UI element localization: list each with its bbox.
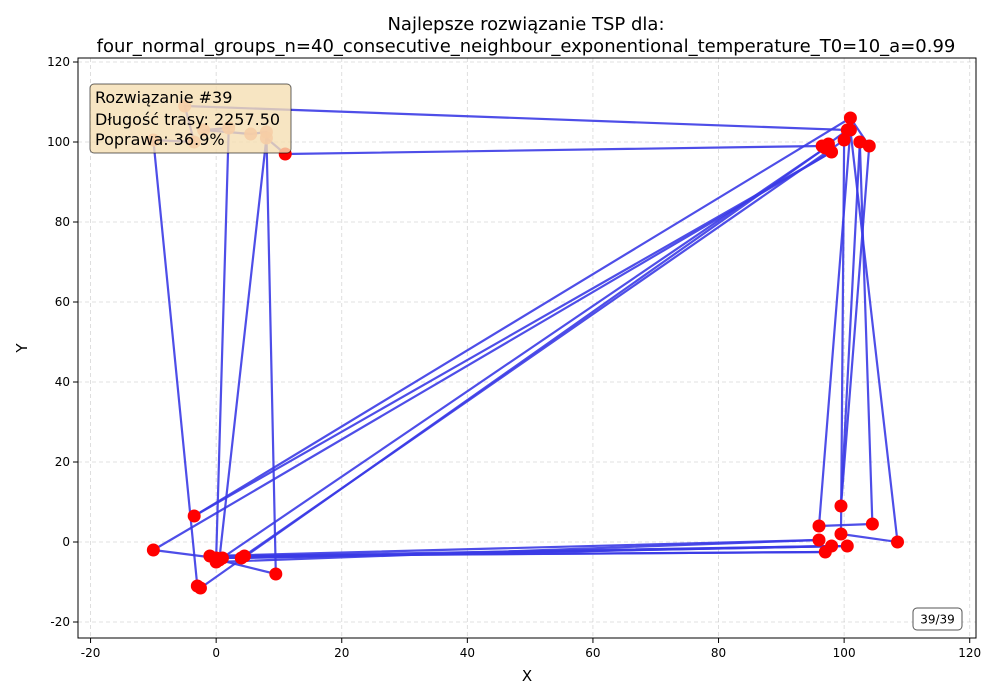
city-point <box>825 145 839 159</box>
y-axis-label: Y <box>13 343 31 354</box>
route-segment <box>265 130 277 576</box>
route-segment <box>817 128 852 528</box>
route-segment <box>193 150 833 518</box>
x-tick-label: 60 <box>585 646 600 660</box>
y-tick-label: 40 <box>55 375 70 389</box>
route-segment <box>849 128 899 544</box>
chart-title-line-2: four_normal_groups_n=40_consecutive_neig… <box>97 36 956 57</box>
info-route-length: Długość trasy: 2257.50 <box>95 110 280 129</box>
plot-frame <box>77 57 977 639</box>
x-axis-label: X <box>522 667 532 685</box>
y-tick-label: 80 <box>55 215 70 229</box>
y-tick-label: 0 <box>62 535 70 549</box>
route-segment <box>193 116 852 518</box>
city-point <box>812 533 826 547</box>
info-box: Rozwiązanie #39 Długość trasy: 2257.50 P… <box>89 83 292 154</box>
city-point <box>825 539 839 553</box>
route-segment <box>839 144 871 508</box>
x-tick-label: 40 <box>460 646 475 660</box>
y-tick-label: 100 <box>47 135 70 149</box>
city-point <box>837 133 851 147</box>
info-box-background <box>89 83 292 154</box>
y-tick-label: 120 <box>47 55 70 69</box>
info-solution-number: Rozwiązanie #39 <box>95 88 232 107</box>
route-segment <box>218 136 268 562</box>
city-point <box>812 519 826 533</box>
city-point <box>193 581 207 595</box>
city-point <box>862 139 876 153</box>
city-point <box>146 543 160 557</box>
x-tick-label: 80 <box>711 646 726 660</box>
route-segment <box>215 126 230 560</box>
route-segment <box>218 558 277 576</box>
city-point <box>843 123 857 137</box>
frame-counter: 39/39 <box>920 613 955 627</box>
y-tick-label: 60 <box>55 295 70 309</box>
frame-counter-background <box>912 607 963 631</box>
city-point <box>865 517 879 531</box>
city-point <box>843 111 857 125</box>
x-tick-label: 100 <box>833 646 856 660</box>
route-segment <box>839 532 899 544</box>
info-improvement: Poprawa: 36.9% <box>95 130 225 149</box>
chart-title-line-1: Najlepsze rozwiązanie TSP dla: <box>387 14 664 35</box>
route-segment <box>240 544 849 560</box>
city-point <box>212 553 226 567</box>
axis-ticks: -20 0 20 40 60 80 100 120 -20 0 20 40 60 80 100 120 <box>47 55 981 660</box>
frame-counter-box: 39/39 <box>912 607 963 631</box>
route-points <box>146 111 905 595</box>
route-segment <box>284 144 824 156</box>
city-point <box>891 535 905 549</box>
route-segment <box>240 138 846 560</box>
y-tick-label: -20 <box>50 615 70 629</box>
route-segment <box>152 150 833 552</box>
route-segment <box>208 538 821 558</box>
route-segment <box>215 146 827 564</box>
x-tick-label: 20 <box>334 646 349 660</box>
route-segment <box>183 104 849 132</box>
city-point <box>187 509 201 523</box>
city-point <box>834 527 848 541</box>
city-point <box>269 567 283 581</box>
x-tick-label: -20 <box>81 646 101 660</box>
route-segment <box>858 140 874 526</box>
route-lines <box>152 104 899 590</box>
city-point <box>834 499 848 513</box>
route-segment <box>839 140 861 508</box>
route-segment <box>817 522 874 528</box>
city-point <box>840 539 854 553</box>
y-tick-label: 20 <box>55 455 70 469</box>
x-tick-label: 0 <box>212 646 220 660</box>
x-tick-label: 120 <box>958 646 981 660</box>
city-point <box>234 551 248 565</box>
